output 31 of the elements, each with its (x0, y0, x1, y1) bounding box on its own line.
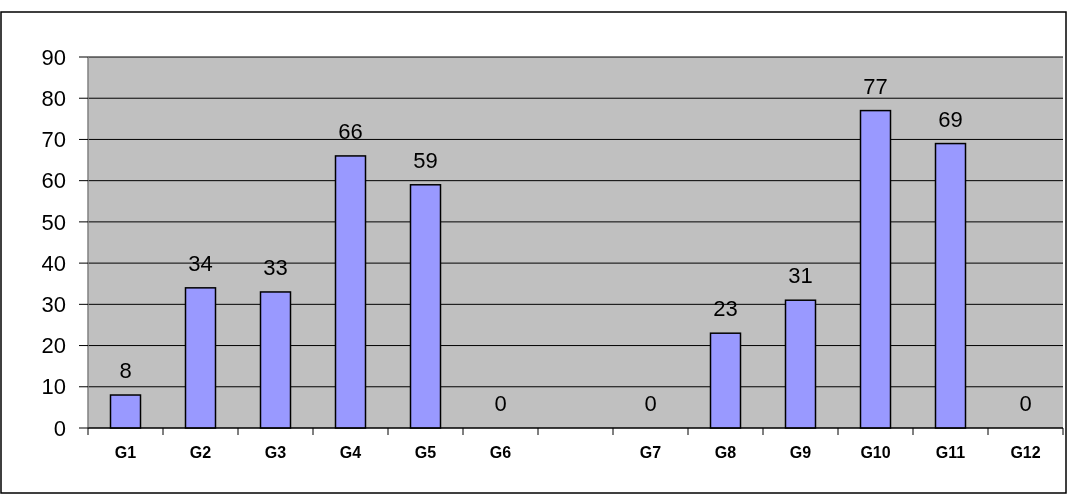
data-label: 8 (119, 358, 132, 384)
data-label: 0 (1019, 391, 1032, 416)
y-tick-label: 50 (41, 209, 66, 235)
x-tick-label: G11 (935, 444, 966, 461)
y-tick-label: 90 (41, 44, 66, 70)
x-tick-label: G7 (639, 444, 662, 461)
data-label: 69 (938, 106, 963, 132)
x-tick-label: G3 (264, 444, 287, 461)
x-tick-label: G2 (189, 444, 212, 461)
y-tick-label: 20 (41, 333, 66, 359)
data-label: 77 (863, 73, 888, 99)
y-tick-label: 10 (41, 374, 66, 400)
data-label: 0 (494, 391, 507, 416)
x-tick-label: G8 (714, 444, 737, 461)
y-tick-label: 70 (41, 127, 66, 153)
x-tick-label: G5 (414, 444, 437, 461)
x-tick-label: G6 (489, 444, 512, 461)
x-tick-label: G12 (1010, 444, 1041, 461)
y-tick-label: 40 (41, 250, 66, 276)
y-tick-label: 80 (41, 85, 66, 111)
data-label: 31 (788, 263, 813, 289)
data-label: 66 (338, 118, 363, 144)
y-tick-label: 60 (41, 168, 66, 194)
y-tick-label: 0 (53, 415, 66, 441)
y-tick-label: 30 (41, 292, 66, 318)
x-tick-label: G1 (114, 444, 137, 461)
data-label: 59 (413, 147, 438, 173)
x-tick-label: G4 (339, 444, 362, 461)
x-tick-label: G10 (860, 444, 891, 461)
x-tick-label: G9 (789, 444, 812, 461)
data-label: 0 (644, 391, 657, 416)
